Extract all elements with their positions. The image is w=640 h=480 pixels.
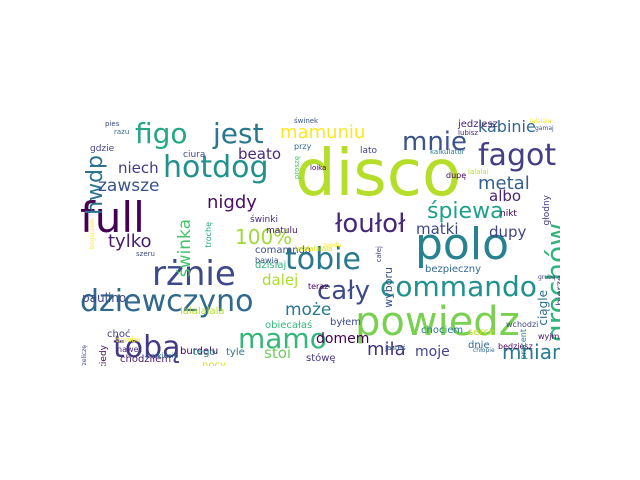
word-wyboru: wyboru <box>382 267 395 308</box>
word-dalej: dalej <box>262 271 299 289</box>
word-grubą: grubą <box>538 274 556 281</box>
word-moje: moje <box>415 344 450 360</box>
word-teraz: teraz <box>308 282 329 291</box>
word-jest: jest <box>213 117 264 150</box>
word-jedziesz: jedziesz <box>458 119 498 130</box>
word-dziewczyno: dziewczyno <box>80 284 254 319</box>
word-lalalalalala: lalalalalala <box>295 245 333 253</box>
word-bierze: bierze <box>555 275 560 306</box>
word-serce: serce <box>468 327 495 338</box>
word-przeliczę: przeliczę <box>81 345 88 366</box>
word-domem: domem <box>316 331 370 347</box>
word-nigdy: nigdy <box>207 192 257 213</box>
word-bezpieczny: bezpieczny <box>425 264 482 275</box>
word-gdzie: gdzie <box>90 144 115 154</box>
word-przy: przy <box>294 142 312 151</box>
word-mamo: mamo <box>238 322 327 355</box>
word-dzisiaj: dzisiaj <box>255 260 287 271</box>
word-tylko: tylko <box>108 231 152 252</box>
word-tyle: tyle <box>226 347 245 358</box>
word-cloud: disco powiedz polo full rżnie dziewczyno tobie… <box>80 115 560 367</box>
word-loika: loika <box>310 164 327 172</box>
word-rżnie: rżnie <box>152 254 236 294</box>
word-matulu: matulu <box>266 226 298 236</box>
word-świnki: świnki <box>250 215 278 225</box>
word-kiedy: kiedy <box>99 345 109 366</box>
word-beato: beato <box>238 145 282 163</box>
word-byłem: byłem <box>330 317 362 328</box>
word-ciągle: ciągle <box>536 290 550 326</box>
word-proszę: proszę <box>293 156 301 180</box>
word-lalalaia: lalalaia <box>530 118 552 125</box>
word-bogaczem: bogaczem <box>89 218 96 249</box>
word-matki: matki <box>416 220 459 238</box>
word-burdelu: burdelu <box>180 346 219 357</box>
word-fagot: fagot <box>478 138 557 173</box>
word-zawsze: zawsze <box>98 176 160 196</box>
word-łoułoł: łoułoł <box>335 209 406 239</box>
word-cały: cały <box>317 276 371 306</box>
word-hotdog: hotdog <box>163 150 269 185</box>
word-polo: polo <box>415 219 509 270</box>
word-tobą: tobą <box>113 330 181 365</box>
word-powiedz: powiedz <box>355 299 520 345</box>
word-kabinie: kabinie <box>478 117 536 136</box>
word-kalkulator: kalkulator <box>430 148 465 156</box>
word-100-: 100% <box>235 225 293 249</box>
word-procent: procent <box>519 329 528 360</box>
word-disco: disco <box>295 137 462 211</box>
word-razu: razu <box>114 128 130 136</box>
word-choć: choć <box>107 329 131 340</box>
word-tego: tego <box>193 347 216 358</box>
word-stoi: stoi <box>264 344 292 362</box>
word-ciura: ciura <box>183 150 206 160</box>
word-szeru: szeru <box>136 250 155 258</box>
word-pies: pies <box>105 120 120 128</box>
word-full: full <box>80 193 145 242</box>
word-lalalai: lalalai <box>468 168 489 176</box>
word-mnie: mnie <box>402 127 468 157</box>
word-jesteś: jesteś <box>385 344 406 352</box>
word-dnie: dnie <box>468 340 490 351</box>
word-commando: commando <box>380 270 537 303</box>
word-głodny: głodny <box>542 195 552 226</box>
word-trochę: trochę <box>204 222 213 248</box>
word-chłopie: chłopie <box>473 347 495 354</box>
word-tobie: tobie <box>285 242 361 277</box>
word-niech: niech <box>118 159 159 177</box>
word-będziesz: będziesz <box>498 342 533 351</box>
word-gamaj: gamaj <box>535 125 554 132</box>
word-mamuniu: mamuniu <box>280 122 366 143</box>
word-figo: figo <box>135 117 188 150</box>
word-lato: lato <box>360 146 378 156</box>
word-dupę: dupę <box>446 171 467 180</box>
word-comamndo: comamndo <box>255 245 312 256</box>
word-nikt: nikt <box>500 209 517 219</box>
word-obiecałaś: obiecałaś <box>265 320 313 331</box>
word-wyjmij: wyjmij <box>538 332 560 341</box>
word-świnek: świnek <box>294 117 319 125</box>
word-parkiecie: parkiecie <box>146 352 179 360</box>
word-paulino: paulino <box>82 291 127 305</box>
word-nocy: nocy <box>202 360 226 367</box>
word-lubisz: lubisz <box>458 129 479 137</box>
word-wchodzi: wchodzi <box>506 320 539 329</box>
word-albo: albo <box>489 187 522 205</box>
word-lalalalala: lalalalala <box>180 306 225 317</box>
word-stówę: stówę <box>306 353 336 364</box>
word-dupy: dupy <box>489 223 527 241</box>
word-całej: całej <box>375 246 383 263</box>
word-zgoda: zgoda <box>323 242 342 249</box>
word-nawet: nawet <box>117 345 142 354</box>
word-śpiewa: śpiewa <box>427 199 504 224</box>
word-chociem: chociem <box>421 325 464 336</box>
word-bomba: bomba <box>116 336 141 344</box>
word-świnka: świnka <box>175 219 195 278</box>
word-bawią: bawią <box>255 256 279 265</box>
word-chodziłem: chodziłem <box>120 354 172 365</box>
word-miła: miła <box>367 339 406 360</box>
word-może: może <box>285 300 332 320</box>
word-metal: metal <box>478 173 530 194</box>
